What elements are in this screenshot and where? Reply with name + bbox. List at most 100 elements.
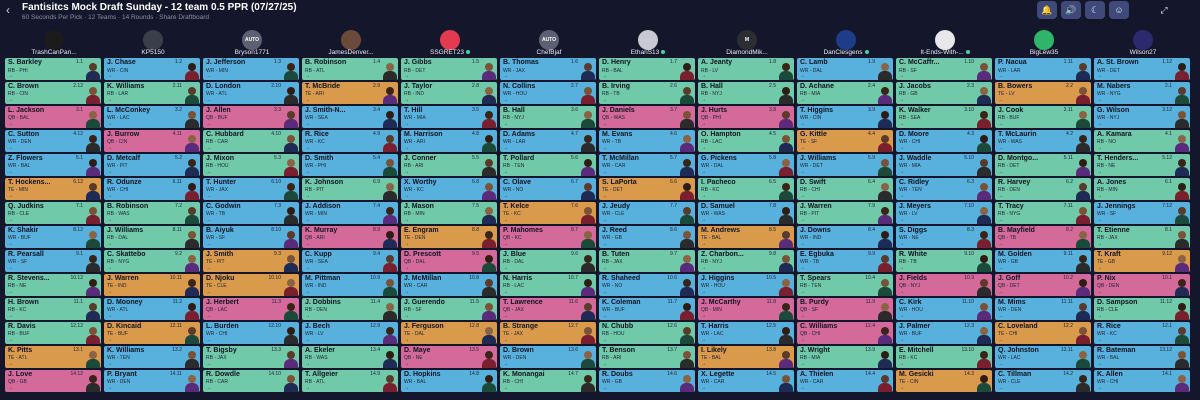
- pick-cell[interactable]: J. Wright RB - MIA 13.9 →: [797, 345, 893, 369]
- pick-cell[interactable]: J. Burrow QB - CIN 4.11 →: [104, 129, 200, 153]
- pick-cell[interactable]: J. Herbert QB - LAC 11.3 →: [203, 297, 299, 321]
- pick-cell[interactable]: R. Shaheed WR - NO 10.6 →: [599, 273, 695, 297]
- pick-cell[interactable]: J. Hurts QB - PHI 3.8 →: [698, 105, 794, 129]
- pick-cell[interactable]: C. Williams QB - CHI 12.4 →: [797, 321, 893, 345]
- pick-cell[interactable]: T. Etienne RB - JAX 8.1 →: [1094, 225, 1190, 249]
- team-column-header[interactable]: JamesDenver...: [302, 30, 400, 58]
- pick-cell[interactable]: G. Pickens WR - DAL 5.8 →: [698, 153, 794, 177]
- pick-cell[interactable]: T. McBride TE - ARI 2.9 →: [302, 81, 398, 105]
- pick-cell[interactable]: Z. Charbon... RB - NYJ 9.8 →: [698, 249, 794, 273]
- pick-cell[interactable]: D. Samuel WR - WAS 7.8 →: [698, 201, 794, 225]
- pick-cell[interactable]: J. Blue RB - DAL 9.6 →: [500, 249, 596, 273]
- pick-cell[interactable]: J. Jennings WR - SF 7.12 →: [1094, 201, 1190, 225]
- pick-cell[interactable]: D. Sampson RB - CLE 11.12 →: [1094, 297, 1190, 321]
- pick-cell[interactable]: J. Fields QB - NYJ 10.3 →: [896, 273, 992, 297]
- pick-cell[interactable]: T. McLaurin WR - WAS 4.2 →: [995, 129, 1091, 153]
- pick-cell[interactable]: J. Smith TE - PIT 9.3 →: [203, 249, 299, 273]
- pick-cell[interactable]: D. Metcalf WR - PIT 5.2 →: [104, 153, 200, 177]
- pick-cell[interactable]: B. Aiyuk WR - SF 8.10 →: [203, 225, 299, 249]
- pick-cell[interactable]: C. Kirk WR - HOU 11.10 →: [896, 297, 992, 321]
- pick-cell[interactable]: B. Hall RB - NYJ 2.5 →: [698, 81, 794, 105]
- team-column-header[interactable]: TrashCanPan...: [5, 30, 103, 58]
- pick-cell[interactable]: K. Pitts TE - ATL 13.1 →: [5, 345, 101, 369]
- pick-cell[interactable]: Z. Flowers WR - BAL 5.1 →: [5, 153, 101, 177]
- pick-cell[interactable]: D. Achane RB - MIA 2.4 →: [797, 81, 893, 105]
- pick-cell[interactable]: J. Downs WR - IND 8.4 →: [797, 225, 893, 249]
- pick-cell[interactable]: L. McConkey WR - LAC 3.2 →: [104, 105, 200, 129]
- pick-cell[interactable]: L. Jackson QB - BAL 3.1 →: [5, 105, 101, 129]
- pick-cell[interactable]: D. Njoku TE - CLE 10.10 →: [203, 273, 299, 297]
- volume-icon[interactable]: 🔊: [1061, 1, 1081, 19]
- pick-cell[interactable]: S. Barkley RB - PHI 1.1 →: [5, 58, 101, 81]
- pick-cell[interactable]: D. Adams WR - LAR 4.7 →: [500, 129, 596, 153]
- pick-cell[interactable]: J. Williams RB - DAL 8.11 →: [104, 225, 200, 249]
- pick-cell[interactable]: X. Worthy WR - KC 6.8 →: [401, 177, 497, 201]
- pick-cell[interactable]: C. Lamb WR - DAL 1.9 →: [797, 58, 893, 81]
- pick-cell[interactable]: Q. Johnston WR - LAC 13.11 →: [995, 345, 1091, 369]
- pick-cell[interactable]: J. Goff QB - DET 10.2 →: [995, 273, 1091, 297]
- pick-cell[interactable]: R. Bateman WR - BAL 13.12 →: [1094, 345, 1190, 369]
- pick-cell[interactable]: C. Sutton WR - DEN 4.12 →: [5, 129, 101, 153]
- pick-cell[interactable]: J. Jacobs RB - GB 2.3 →: [896, 81, 992, 105]
- pick-cell[interactable]: C. McCaffr... RB - SF 1.10 →: [896, 58, 992, 81]
- pick-cell[interactable]: R. Stevens... RB - NE 10.12 →: [5, 273, 101, 297]
- pick-cell[interactable]: C. Loveland TE - CHI 12.2 →: [995, 321, 1091, 345]
- pick-cell[interactable]: H. Brown RB - KC 11.1 →: [5, 297, 101, 321]
- pick-cell[interactable]: J. Mixon RB - HOU 5.3 →: [203, 153, 299, 177]
- chevron-left-icon[interactable]: ‹: [6, 3, 10, 17]
- pick-cell[interactable]: T. Pollard RB - TEN 5.6 →: [500, 153, 596, 177]
- pick-cell[interactable]: G. Kittle TE - SF 4.4 →: [797, 129, 893, 153]
- team-column-header[interactable]: AUTO ChefBjaf: [500, 30, 598, 58]
- pick-cell[interactable]: T. McMillan WR - CAR 5.7 →: [599, 153, 695, 177]
- pick-cell[interactable]: T. Bigsby RB - JAX 13.3 →: [203, 345, 299, 369]
- pick-cell[interactable]: J. Guerendo RB - SF 11.5 →: [401, 297, 497, 321]
- pick-cell[interactable]: R. Dowdle RB - CAR 14.10 →: [203, 369, 299, 393]
- team-column-header[interactable]: SSGRET23: [401, 30, 499, 58]
- pick-cell[interactable]: K. Williams WR - TEN 13.2 →: [104, 345, 200, 369]
- pick-cell[interactable]: N. Collins WR - HOU 2.7 →: [500, 81, 596, 105]
- pick-cell[interactable]: C. Skattebo RB - NYG 9.2 →: [104, 249, 200, 273]
- pick-cell[interactable]: J. Daniels QB - WAS 3.7 →: [599, 105, 695, 129]
- pick-cell[interactable]: J. Jefferson WR - MIN 1.3 →: [203, 58, 299, 81]
- pick-cell[interactable]: R. Harvey RB - DEN 6.2 →: [995, 177, 1091, 201]
- pick-cell[interactable]: C. Kupp WR - SEA 9.4 →: [302, 249, 398, 273]
- pick-cell[interactable]: T. Allgeier RB - ATL 14.9 →: [302, 369, 398, 393]
- pick-cell[interactable]: J. Gibbs RB - DET 1.5 →: [401, 58, 497, 81]
- team-column-header[interactable]: Wilson27: [1094, 30, 1192, 58]
- pick-cell[interactable]: A. Jeanty RB - LV 1.8 →: [698, 58, 794, 81]
- pick-cell[interactable]: A. St. Brown WR - DET 1.12 →: [1094, 58, 1190, 81]
- pick-cell[interactable]: C. Brown RB - CIN 2.12 →: [5, 81, 101, 105]
- pick-cell[interactable]: C. Ridley WR - TEN 6.3 →: [896, 177, 992, 201]
- pick-cell[interactable]: C. Olave WR - NO 6.7 →: [500, 177, 596, 201]
- pick-cell[interactable]: J. Addison WR - MIN 7.4 →: [302, 201, 398, 225]
- team-column-header[interactable]: M DiamondMik...: [698, 30, 796, 58]
- pick-cell[interactable]: K. Monangai RB - CHI 14.7 →: [500, 369, 596, 393]
- pick-cell[interactable]: A. Ekeler RB - WAS 13.4 →: [302, 345, 398, 369]
- pick-cell[interactable]: B. Purdy QB - SF 11.9 →: [797, 297, 893, 321]
- pick-cell[interactable]: B. Irving RB - TB 2.6 →: [599, 81, 695, 105]
- pick-cell[interactable]: S. LaPorta TE - DET 6.6 →: [599, 177, 695, 201]
- pick-cell[interactable]: J. McMillan WR - CAR 10.8 →: [401, 273, 497, 297]
- pick-cell[interactable]: D. Mooney WR - ATL 11.2 →: [104, 297, 200, 321]
- moon-icon[interactable]: ☾: [1085, 1, 1105, 19]
- pick-cell[interactable]: G. Wilson WR - NYJ 3.12 →: [1094, 105, 1190, 129]
- pick-cell[interactable]: J. Ferguson TE - DAL 12.8 →: [401, 321, 497, 345]
- pick-cell[interactable]: R. Doubs WR - GB 14.6 →: [599, 369, 695, 393]
- pick-cell[interactable]: M. Nabers WR - NYG 2.1 →: [1094, 81, 1190, 105]
- pick-cell[interactable]: T. Henders... RB - NE 5.12 →: [1094, 153, 1190, 177]
- bell-icon[interactable]: 🔔: [1037, 1, 1057, 19]
- pick-cell[interactable]: C. Hubbard RB - CAR 4.10 →: [203, 129, 299, 153]
- pick-cell[interactable]: P. Bryant WR - DEN 14.11 →: [104, 369, 200, 393]
- pick-cell[interactable]: M. Mims WR - DEN 11.11 →: [995, 297, 1091, 321]
- pick-cell[interactable]: J. Waddle WR - MIA 5.10 →: [896, 153, 992, 177]
- team-column-header[interactable]: BigLew35: [995, 30, 1093, 58]
- pick-cell[interactable]: M. Gesicki TE - CIN 14.3 →: [896, 369, 992, 393]
- pick-cell[interactable]: L. Burden WR - CHI 12.10 →: [203, 321, 299, 345]
- pick-cell[interactable]: N. Harris RB - LAC 10.7 →: [500, 273, 596, 297]
- pick-cell[interactable]: C. Godwin WR - TB 7.3 →: [203, 201, 299, 225]
- pick-cell[interactable]: D. Montgo... RB - DET 5.11 →: [995, 153, 1091, 177]
- pick-cell[interactable]: J. Smith-N... WR - SEA 3.4 →: [302, 105, 398, 129]
- pick-cell[interactable]: D. Brown WR - DEN 13.6 →: [500, 345, 596, 369]
- pick-cell[interactable]: B. Bowers TE - LV 2.2 →: [995, 81, 1091, 105]
- pick-cell[interactable]: E. Mitchell RB - KC 13.10 →: [896, 345, 992, 369]
